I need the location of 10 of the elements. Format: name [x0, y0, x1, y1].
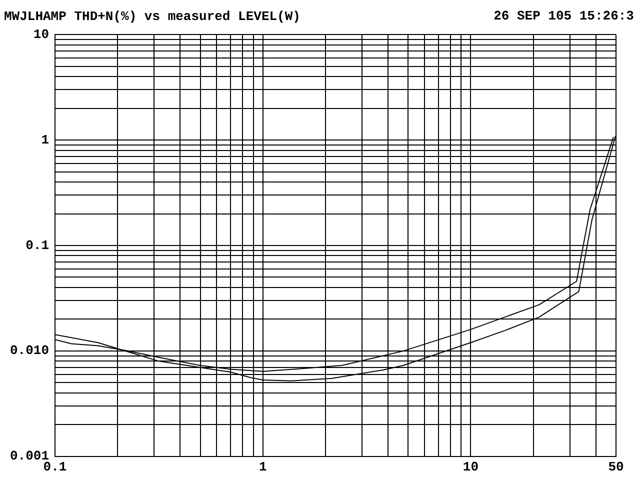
x-tick-label: 50: [608, 459, 624, 474]
y-tick-label: 10: [33, 26, 50, 42]
x-tick-label: 10: [462, 459, 479, 474]
x-tick-label: 1: [258, 459, 267, 474]
text: 26 SEP 105 15:26:3: [494, 8, 634, 24]
y-tick-label: 0.010: [10, 343, 50, 358]
y-tick-label: 1: [41, 132, 50, 148]
x-tick-label: 0.1: [43, 459, 67, 474]
chart-title: MWJLHAMP THD+N(%) vs measured LEVEL(W): [4, 9, 300, 24]
y-tick-label: 0.1: [26, 238, 50, 253]
